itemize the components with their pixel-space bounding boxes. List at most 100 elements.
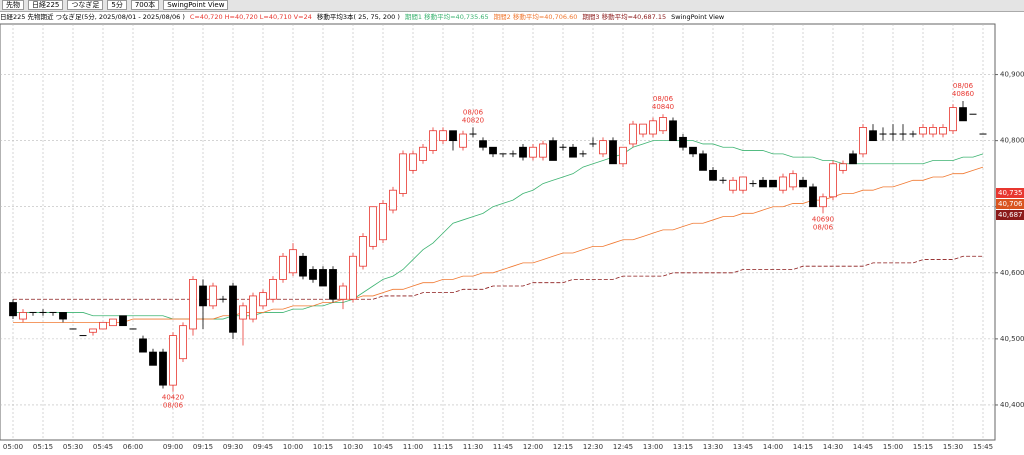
- candle-body: [119, 315, 127, 327]
- candle-body: [259, 292, 267, 307]
- candle-body: [549, 140, 557, 161]
- candle-body: [179, 325, 187, 360]
- swing-date: 08/06: [813, 223, 834, 231]
- x-tick-label: 10:15: [313, 443, 333, 451]
- price-box: [996, 199, 1024, 209]
- candle-body: [649, 120, 657, 135]
- candle-body: [9, 302, 17, 317]
- x-tick-label: 09:00: [163, 443, 183, 451]
- candle-body: [789, 173, 797, 188]
- info: 期間1 移動平均=40,735.65: [404, 13, 489, 21]
- candle-body: [19, 312, 27, 320]
- candle-body: [439, 130, 447, 142]
- candle-body: [609, 140, 617, 165]
- x-tick-label: 13:15: [673, 443, 693, 451]
- button[interactable]: SwingPoint View: [163, 0, 229, 10]
- candle-body: [389, 189, 397, 211]
- candle-body: [709, 169, 717, 181]
- candle-body: [459, 133, 467, 148]
- candle-body: [679, 136, 687, 148]
- candle-body: [299, 255, 307, 277]
- swing-price: 40420: [162, 394, 184, 402]
- menu[interactable]: 700本: [130, 0, 160, 10]
- plot-area: [0, 23, 996, 441]
- candle-body: [569, 146, 577, 158]
- candle-body: [939, 127, 947, 135]
- candle-body: [229, 285, 237, 333]
- candle-body: [289, 249, 297, 274]
- price-box: [996, 188, 1024, 198]
- swing-date: 08/06: [463, 108, 484, 116]
- candle-body: [109, 318, 117, 327]
- menu[interactable]: つなぎ足: [67, 0, 104, 10]
- candle-body: [869, 130, 877, 142]
- info: 移動平均3本( 25, 75, 200 ): [316, 13, 400, 21]
- y-tick-label: 40,600: [1000, 269, 1024, 277]
- candle-body: [769, 179, 777, 188]
- candle-body: [409, 153, 417, 171]
- y-tick-label: 40,500: [1000, 335, 1024, 343]
- x-tick-label: 13:30: [703, 443, 723, 451]
- x-tick-label: 14:45: [853, 443, 873, 451]
- candle-body: [829, 163, 837, 198]
- price-box-label: 40,706: [998, 200, 1023, 208]
- candle-body: [99, 321, 107, 330]
- menu[interactable]: 5分: [107, 0, 127, 10]
- candle-body: [429, 130, 437, 151]
- candle-body: [689, 146, 697, 155]
- y-tick-label: 40,400: [1000, 401, 1024, 409]
- x-tick-label: 10:00: [283, 443, 303, 451]
- x-tick-label: 05:00: [3, 443, 23, 451]
- candle-body: [619, 146, 627, 165]
- x-tick-label: 11:15: [433, 443, 453, 451]
- candle-body: [169, 335, 177, 386]
- candle-body: [339, 285, 347, 300]
- swing-date: 08/06: [163, 402, 184, 410]
- candle-body: [849, 153, 857, 165]
- x-tick-label: 11:30: [463, 443, 483, 451]
- x-tick-label: 15:45: [973, 443, 993, 451]
- candle-body: [759, 179, 767, 188]
- x-tick-label: 15:30: [943, 443, 963, 451]
- candle-body: [379, 203, 387, 241]
- toolbar: 先物 日経225 つなぎ足 5分 700本 SwingPoint View: [0, 0, 1024, 12]
- candle-body: [479, 140, 487, 148]
- candle-body: [269, 279, 277, 300]
- x-tick-label: 06:00: [123, 443, 143, 451]
- swing-price: 40820: [462, 116, 484, 124]
- moving-average-line: [13, 255, 983, 300]
- x-tick-label: 12:30: [583, 443, 603, 451]
- candle-body: [519, 146, 527, 158]
- candle-body: [199, 285, 207, 307]
- candle-body: [799, 179, 807, 188]
- candle-body: [919, 127, 927, 135]
- candle-body: [539, 143, 547, 158]
- x-tick-label: 15:15: [913, 443, 933, 451]
- x-tick-label: 13:00: [643, 443, 663, 451]
- candle-body: [59, 312, 67, 320]
- candle-body: [309, 269, 317, 280]
- candle-body: [729, 179, 737, 191]
- x-tick-label: 09:45: [253, 443, 273, 451]
- x-tick-label: 12:45: [613, 443, 633, 451]
- candle-body: [529, 146, 537, 158]
- price-box: [996, 210, 1024, 220]
- x-tick-label: 15:00: [883, 443, 903, 451]
- candle-body: [189, 279, 197, 330]
- menu[interactable]: 日経225: [28, 0, 64, 10]
- candle-body: [139, 338, 147, 353]
- x-tick-label: 09:30: [223, 443, 243, 451]
- candle-body: [839, 163, 847, 171]
- candle-body: [449, 130, 457, 142]
- candle-body: [319, 269, 327, 287]
- candle-body: [369, 206, 377, 247]
- candle-body: [659, 117, 667, 132]
- info: 日経225 先物期近 つなぎ足(5分, 2025/08/01 - 2025/08…: [0, 13, 185, 21]
- x-tick-label: 13:45: [733, 443, 753, 451]
- menu[interactable]: 先物: [2, 0, 24, 10]
- candle-body: [349, 255, 357, 300]
- candle-body: [739, 176, 747, 191]
- candle-body: [419, 146, 427, 161]
